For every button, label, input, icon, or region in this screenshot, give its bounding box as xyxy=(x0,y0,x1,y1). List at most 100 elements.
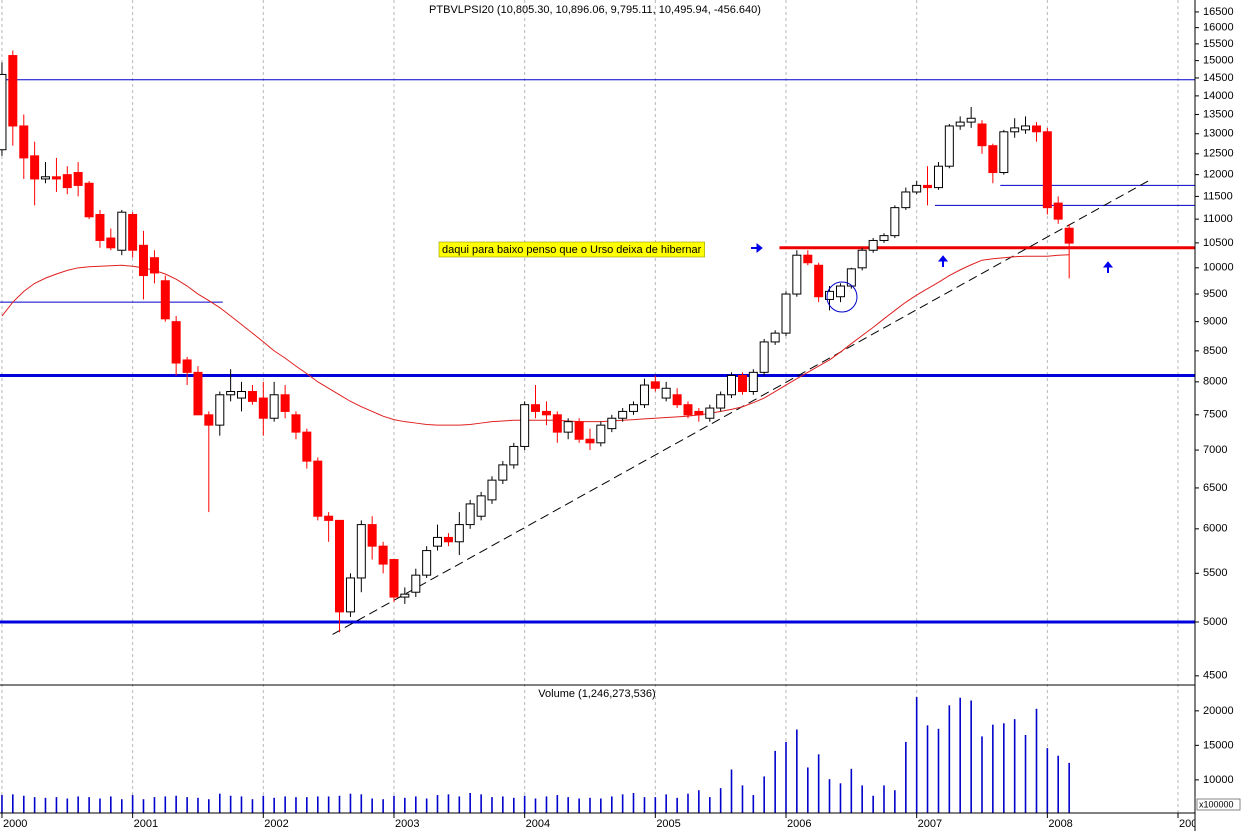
candle-body xyxy=(966,117,976,123)
candle-body xyxy=(814,264,824,298)
candle-body xyxy=(117,211,127,251)
y-tick-label: 6500 xyxy=(1203,482,1227,494)
candle-body xyxy=(258,397,268,419)
candle-body xyxy=(770,332,780,343)
candle-body xyxy=(128,213,138,251)
candle-body xyxy=(530,404,540,412)
y-tick-label: 5000 xyxy=(1203,616,1227,628)
candle-body xyxy=(639,384,649,406)
candle-body xyxy=(106,237,116,249)
y-tick-label: 12500 xyxy=(1203,148,1234,160)
candle-body xyxy=(650,381,660,389)
candle-body xyxy=(8,55,18,127)
candle-body xyxy=(727,374,737,396)
candle-body xyxy=(443,536,453,543)
candle-body xyxy=(1042,131,1052,209)
candle-body xyxy=(923,184,933,189)
y-tick-label: 14000 xyxy=(1203,90,1234,102)
candle-body xyxy=(792,254,802,295)
candle-body xyxy=(160,280,170,320)
y-tick-label: 10000 xyxy=(1203,774,1234,786)
y-tick-label: 11500 xyxy=(1203,190,1233,202)
y-tick-label: 8500 xyxy=(1203,345,1227,357)
candle-body xyxy=(411,574,421,593)
candle-body xyxy=(629,404,639,412)
candle-body xyxy=(269,394,279,419)
candle-body xyxy=(825,290,835,300)
candle-body xyxy=(149,257,159,274)
candle-body xyxy=(955,121,965,127)
candle-body xyxy=(498,464,508,481)
x-tick-label: 2007 xyxy=(918,818,942,830)
x-tick-label: 2001 xyxy=(134,818,158,830)
candle-body xyxy=(378,545,388,565)
y-tick-label: 14500 xyxy=(1203,72,1234,84)
candle-body xyxy=(226,391,236,396)
candle-body xyxy=(389,559,399,598)
candle-body xyxy=(661,387,671,399)
candle-body xyxy=(204,414,214,426)
candle-body xyxy=(988,145,998,174)
candle-body xyxy=(215,394,225,426)
candle-body xyxy=(324,515,334,521)
candle-body xyxy=(30,155,40,180)
arrow xyxy=(1102,261,1114,268)
candle-body xyxy=(781,293,791,334)
candle-body xyxy=(879,235,889,241)
candle-body xyxy=(552,414,562,433)
candle-body xyxy=(520,404,530,447)
candle-body xyxy=(509,445,519,466)
candle-body xyxy=(247,391,257,402)
candle-body xyxy=(716,394,726,409)
volume-panel xyxy=(1,697,1070,813)
y-axis: 4500 5000 5500 6000 6500 7000 7500 8000 8500 9000… xyxy=(1195,6,1234,786)
y-tick-label: 13000 xyxy=(1203,128,1234,140)
candle-body xyxy=(541,410,551,416)
arrow xyxy=(756,242,763,254)
y-tick-label: 7000 xyxy=(1203,444,1227,456)
y-tick-label: 15000 xyxy=(1203,55,1234,67)
candle-body xyxy=(62,174,72,189)
candle-body xyxy=(1031,125,1041,133)
y-tick-label: 13500 xyxy=(1203,108,1234,120)
y-tick-label: 10000 xyxy=(1203,262,1234,274)
x-tick-label: 2000 xyxy=(3,818,27,830)
price-panel xyxy=(0,50,1195,635)
highlight-circle xyxy=(826,281,858,313)
y-tick-label: 9500 xyxy=(1203,288,1227,300)
candle-body xyxy=(334,519,344,613)
candle-body xyxy=(0,73,7,151)
candle-body xyxy=(356,524,366,579)
candle-body xyxy=(193,371,203,416)
x-tick-label: 2002 xyxy=(264,818,288,830)
arrows xyxy=(751,242,1114,273)
unit-box xyxy=(1196,798,1241,811)
candle-body xyxy=(345,577,355,613)
candle-body xyxy=(1021,125,1031,131)
chart-title: PTBVLPSI20 (10,805.30, 10,896.06, 9,795.… xyxy=(429,4,761,16)
candle-body xyxy=(835,285,845,298)
candle-body xyxy=(280,394,290,412)
volume-title: Volume (1,246,273,536) xyxy=(538,688,655,700)
candle-body xyxy=(803,254,813,264)
candle-body xyxy=(1064,227,1074,244)
candle-body xyxy=(138,244,148,277)
candle-body xyxy=(40,176,50,180)
candle-body xyxy=(944,125,954,167)
candle-body xyxy=(302,431,312,462)
candle-body xyxy=(933,165,943,189)
candle-body xyxy=(868,239,878,251)
y-tick-label: 16500 xyxy=(1203,6,1234,18)
candle-body xyxy=(759,341,769,373)
y-tick-label: 8000 xyxy=(1203,376,1227,388)
annotation-box xyxy=(438,241,705,258)
candle-body xyxy=(683,404,693,416)
candle-body xyxy=(19,125,29,159)
y-tick-label: 6000 xyxy=(1203,523,1227,535)
x-tick-label: 2008 xyxy=(1048,818,1072,830)
candle-body xyxy=(236,391,246,399)
y-tick-label: 4500 xyxy=(1203,670,1227,682)
moving-average xyxy=(1,254,1070,426)
